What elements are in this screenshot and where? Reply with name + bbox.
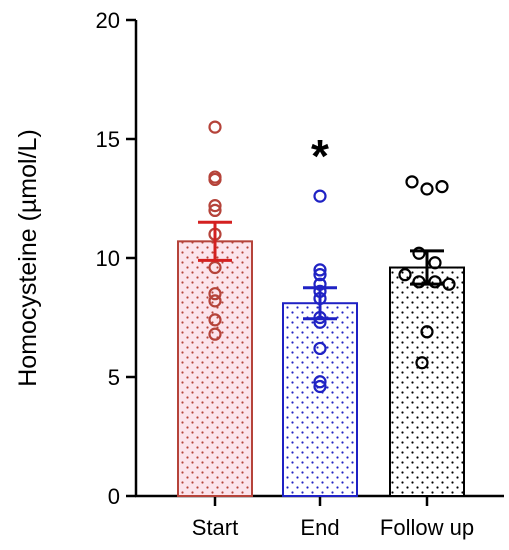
y-tick-label: 0: [108, 484, 120, 509]
y-axis: 0 5 10 15 20: [96, 8, 138, 509]
x-tick-label: Start: [192, 515, 238, 540]
data-point: [208, 294, 222, 308]
data-point: [405, 175, 419, 189]
data-point: [313, 379, 327, 394]
y-ticks: 0 5 10 15 20: [96, 8, 136, 509]
data-point: [208, 260, 222, 275]
data-point: [313, 375, 327, 389]
data-point: [398, 268, 412, 282]
data-point: [412, 246, 426, 260]
y-tick-label: 15: [96, 127, 120, 152]
bar-follow-up: [389, 266, 465, 497]
data-point: [313, 341, 327, 356]
data-point: [428, 275, 442, 289]
data-point: [435, 180, 449, 194]
data-point: [208, 313, 222, 327]
y-tick-label: 10: [96, 246, 120, 271]
data-point: [428, 256, 442, 270]
bar-end: [282, 302, 358, 497]
data-point: [412, 275, 426, 289]
bar-start: [177, 240, 253, 497]
data-point: [208, 327, 222, 341]
y-axis-title: Homocysteine (µmol/L): [14, 129, 42, 387]
y-tick-label: 20: [96, 8, 120, 33]
data-point: [313, 268, 327, 282]
x-axis: Start End Follow up: [135, 494, 504, 540]
x-tick-label: End: [300, 515, 339, 540]
data-point: [208, 203, 222, 217]
data-point: [313, 189, 327, 203]
x-tick-label: Follow up: [380, 515, 474, 540]
significance-markers: *: [311, 130, 329, 182]
data-point: [313, 263, 327, 277]
data-point: [208, 172, 222, 187]
data-point: [415, 356, 429, 370]
significance-asterisk: *: [311, 130, 329, 182]
error-bars: [198, 220, 444, 321]
x-ticks: Start End Follow up: [192, 496, 474, 540]
data-point: [208, 287, 222, 301]
data-point: [208, 120, 222, 134]
data-point: [208, 199, 222, 213]
data-point: [420, 325, 434, 339]
data-point: [420, 182, 434, 196]
y-tick-label: 5: [108, 365, 120, 390]
